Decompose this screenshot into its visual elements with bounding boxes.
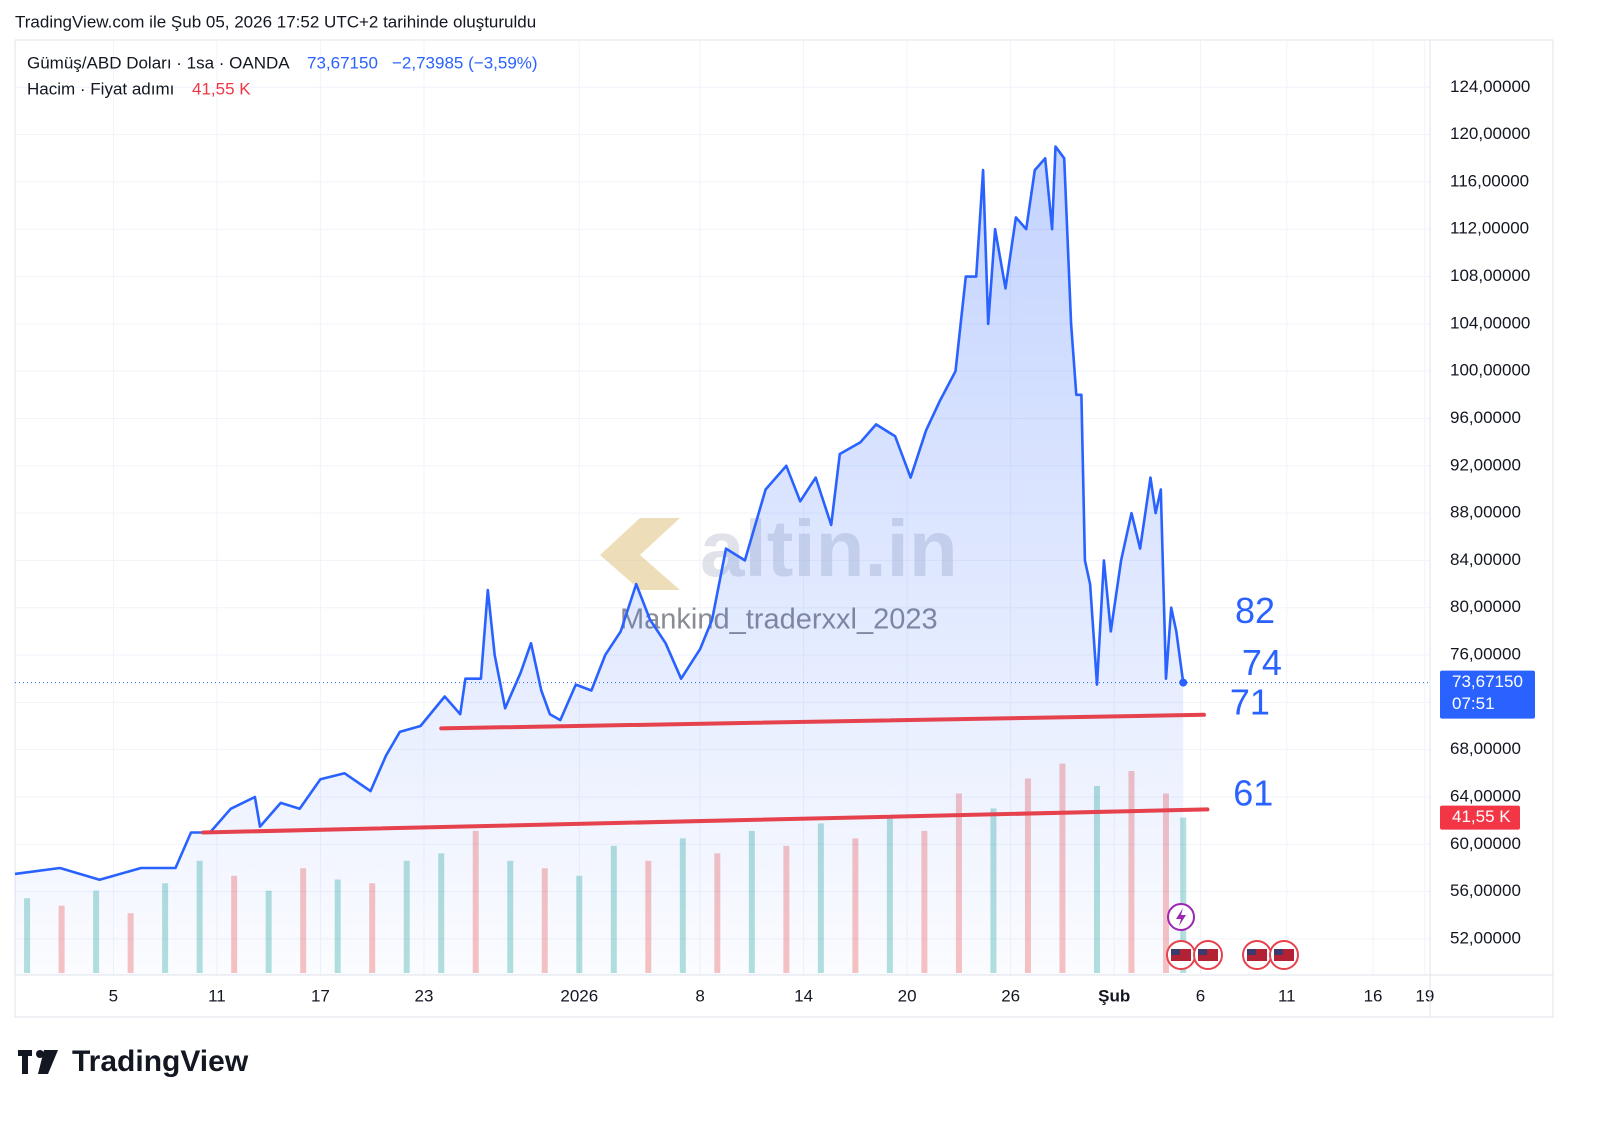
price-tag <box>1440 670 1535 719</box>
x-tick-label: 5 <box>109 986 118 1005</box>
flag-icon <box>1171 949 1180 955</box>
watermark-logo <box>600 518 680 590</box>
volume-last: 41,55 K <box>192 79 251 98</box>
change: −2,73985 (−3,59%) <box>392 53 538 72</box>
x-tick-label: 19 <box>1415 986 1434 1005</box>
plot: 52,00000 56,00000 60,00000 64,00000 68,00000… <box>14 40 1553 1017</box>
x-tick-label: 20 <box>898 986 917 1005</box>
y-tick-label: 92,00000 <box>1450 455 1521 474</box>
brand: TradingView <box>72 1045 249 1078</box>
y-tick-label: 108,00000 <box>1450 266 1530 285</box>
y-tick-label: 124,00000 <box>1450 77 1530 96</box>
y-tick-label: 60,00000 <box>1450 834 1521 853</box>
last-price: 73,67150 <box>307 53 378 72</box>
price-area <box>15 146 1184 975</box>
logo <box>18 1050 58 1074</box>
event-icon <box>1176 908 1186 926</box>
y-tick-label: 56,00000 <box>1450 881 1521 900</box>
y-tick-label: 120,00000 <box>1450 124 1530 143</box>
trendline <box>201 807 1210 835</box>
symbol: Gümüş/ABD Doları · 1sa · OANDA <box>27 53 290 72</box>
y-tick-label: 100,00000 <box>1450 361 1530 380</box>
x-tick-label: 17 <box>311 986 330 1005</box>
x-tick-label: 26 <box>1001 986 1020 1005</box>
price-tag-text: 73,67150 <box>1452 672 1523 691</box>
flag-icon <box>1198 949 1207 955</box>
volume-tag <box>1440 805 1520 830</box>
annotation: 61 <box>1233 772 1273 813</box>
flag-icon <box>1274 949 1283 955</box>
x-tick-label: 16 <box>1364 986 1383 1005</box>
annotation: 82 <box>1235 590 1275 631</box>
y-tick-label: 112,00000 <box>1450 219 1529 238</box>
countdown: 07:51 <box>1452 694 1495 713</box>
y-tick-label: 96,00000 <box>1450 408 1521 427</box>
y-tick-label: 80,00000 <box>1450 597 1521 616</box>
x-tick-label: 6 <box>1196 986 1205 1005</box>
y-tick-label: 104,00000 <box>1450 313 1530 332</box>
price-line <box>14 145 1185 882</box>
x-tick-label: 11 <box>208 986 226 1005</box>
x-tick-label: 23 <box>415 986 434 1005</box>
volume-tag-text: 41,55 K <box>1452 807 1511 826</box>
flag-icon <box>1247 949 1256 955</box>
trendline <box>439 712 1206 731</box>
y-tick-label: 64,00000 <box>1450 786 1521 805</box>
y-tick-label: 88,00000 <box>1450 503 1521 522</box>
y-tick-label: 76,00000 <box>1450 645 1521 664</box>
x-tick-label: 2026 <box>560 986 598 1005</box>
annotation: 74 <box>1242 642 1282 683</box>
y-tick-label: 52,00000 <box>1450 928 1521 947</box>
annotation: 71 <box>1230 681 1270 722</box>
x-tick-label: 14 <box>794 986 813 1005</box>
x-tick-label: 11 <box>1278 986 1296 1005</box>
volume-title: Hacim · Fiyat adımı <box>27 79 174 98</box>
x-tick-label: 8 <box>695 986 704 1005</box>
created-note: TradingView.com ile Şub 05, 2026 17:52 U… <box>15 12 536 31</box>
y-tick-label: 68,00000 <box>1450 739 1521 758</box>
y-tick-label: 84,00000 <box>1450 550 1521 569</box>
x-tick-label: Şub <box>1098 986 1130 1005</box>
y-tick-label: 116,00000 <box>1450 171 1529 190</box>
chart-frame <box>14 39 1554 1018</box>
volume-bar <box>1180 817 1187 973</box>
